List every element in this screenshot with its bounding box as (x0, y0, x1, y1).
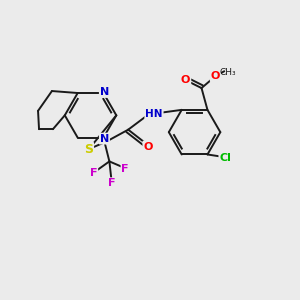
Text: Cl: Cl (219, 153, 231, 164)
Text: F: F (122, 164, 129, 174)
Text: HN: HN (145, 109, 163, 119)
Text: S: S (84, 143, 93, 156)
Text: N: N (100, 87, 109, 97)
Text: F: F (108, 178, 115, 188)
Text: N: N (100, 134, 109, 144)
Text: O: O (143, 142, 153, 152)
Text: CH₃: CH₃ (220, 68, 237, 77)
Text: F: F (90, 168, 97, 178)
Text: O: O (181, 75, 190, 85)
Text: O: O (211, 71, 220, 81)
